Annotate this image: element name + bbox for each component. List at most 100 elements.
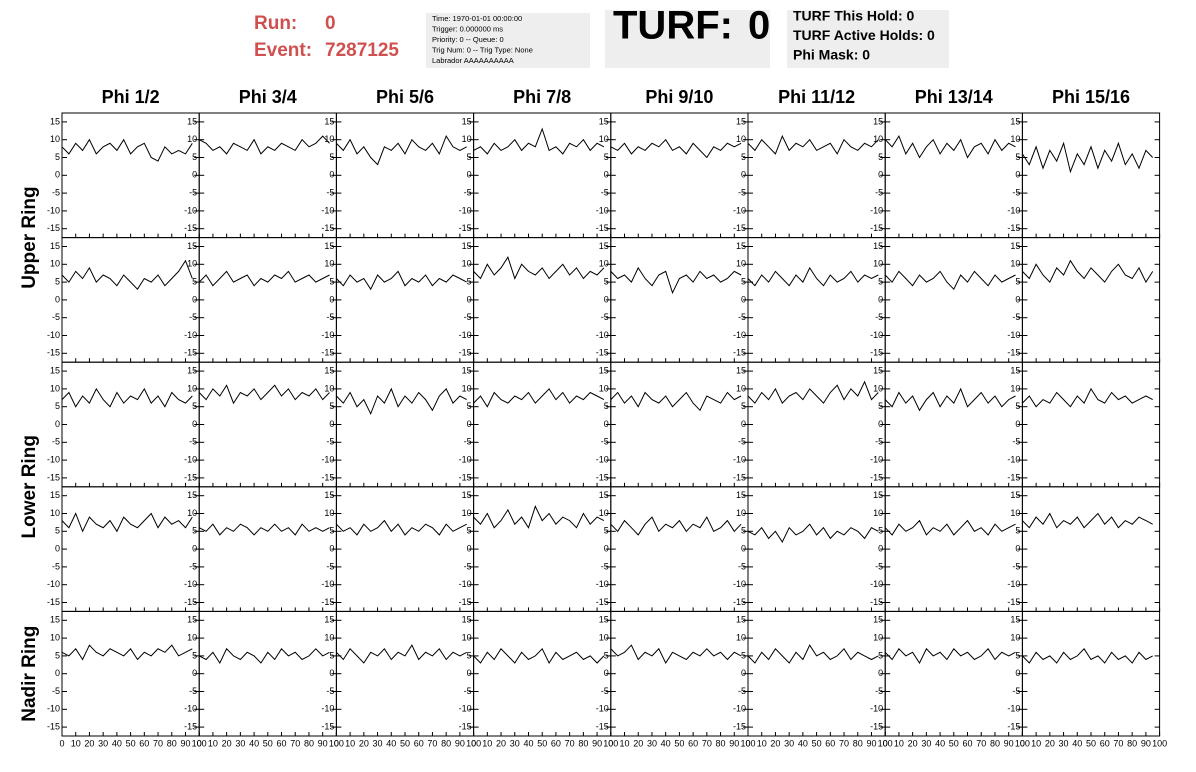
y-tick-label: 15 (462, 116, 472, 126)
y-tick-label: -15 (321, 223, 334, 233)
y-tick-label: 0 (467, 543, 472, 553)
y-tick-label: -5 (189, 437, 197, 447)
y-tick-label: 0 (878, 294, 883, 304)
panel-frame (473, 486, 612, 612)
y-tick-label: 15 (1010, 116, 1020, 126)
y-tick-label: 0 (192, 419, 197, 429)
x-tick-label: 50 (537, 738, 547, 748)
y-tick-label: -10 (733, 579, 746, 589)
x-tick-label: 0 (1020, 738, 1025, 748)
y-tick-label: 10 (1010, 383, 1020, 393)
y-tick-label: 5 (55, 152, 60, 162)
y-tick-label: 10 (50, 259, 60, 269)
x-tick-label: 0 (334, 738, 339, 748)
y-tick-label: 5 (329, 276, 334, 286)
waveform (198, 270, 330, 287)
y-tick-label: 15 (1010, 365, 1020, 375)
x-tick-label: 40 (523, 738, 533, 748)
y-tick-label: 0 (467, 419, 472, 429)
y-tick-label: -5 (189, 561, 197, 571)
waveform (336, 387, 467, 416)
y-tick-label: -5 (52, 561, 60, 571)
x-tick-label: 60 (825, 738, 835, 748)
y-tick-label: -5 (189, 187, 197, 197)
waveform (610, 266, 742, 295)
y-tick-label: -15 (596, 721, 609, 731)
y-tick-label: 5 (329, 152, 334, 162)
y-tick-label: -10 (459, 330, 472, 340)
y-tick-label: 10 (462, 134, 472, 144)
y-tick-label: 10 (462, 508, 472, 518)
waveform (198, 384, 330, 405)
x-tick-label: 40 (935, 738, 945, 748)
panel-frame (884, 361, 1023, 488)
panel-frame (884, 610, 1023, 737)
run-value: 0 (325, 13, 336, 34)
y-tick-label: -10 (47, 330, 60, 340)
y-tick-label: 5 (878, 276, 883, 286)
x-tick-label: 100 (329, 738, 344, 748)
x-tick-label: 60 (551, 738, 561, 748)
y-tick-label: 5 (604, 401, 609, 411)
x-tick-label: 40 (661, 738, 671, 748)
info-line: Time: 1970-01-01 00:00:00 (432, 14, 522, 23)
y-tick-label: -10 (184, 205, 197, 215)
y-tick-label: 5 (55, 401, 60, 411)
waveform (473, 388, 605, 408)
y-tick-label: -5 (464, 187, 472, 197)
y-tick-label: 0 (878, 170, 883, 180)
x-tick-label: 10 (71, 738, 81, 748)
y-tick-label: 5 (878, 526, 883, 536)
info-line: Labrador AAAAAAAAAA (432, 56, 514, 65)
y-tick-label: 10 (873, 632, 883, 642)
y-tick-label: -10 (870, 330, 883, 340)
y-tick-label: 10 (462, 632, 472, 642)
y-tick-label: -15 (596, 597, 609, 607)
y-tick-label: -15 (321, 597, 334, 607)
panel-frame (747, 237, 886, 363)
y-tick-label: 10 (187, 383, 197, 393)
y-tick-label: 15 (873, 241, 883, 251)
y-tick-label: -10 (321, 579, 334, 589)
waveform (336, 519, 467, 536)
y-tick-label: -5 (464, 561, 472, 571)
waveform (610, 644, 742, 665)
y-tick-label: -5 (875, 187, 883, 197)
y-tick-label: -5 (52, 437, 60, 447)
x-tick-label: 90 (866, 738, 876, 748)
waveform (747, 380, 879, 404)
x-tick-label: 100 (603, 738, 618, 748)
turf-info-line: TURF Active Holds: 0 (793, 27, 935, 43)
x-tick-label: 60 (414, 738, 424, 748)
y-tick-label: 15 (873, 365, 883, 375)
x-tick-label: 100 (192, 738, 207, 748)
y-tick-label: -10 (321, 205, 334, 215)
y-tick-label: 15 (187, 490, 197, 500)
y-tick-label: 10 (1010, 259, 1020, 269)
y-tick-label: -5 (464, 686, 472, 696)
y-tick-label: -15 (733, 348, 746, 358)
y-tick-label: 5 (1015, 152, 1020, 162)
y-tick-label: 10 (187, 259, 197, 269)
waveform (747, 266, 879, 287)
panel-frame (335, 361, 475, 488)
y-tick-label: 5 (467, 650, 472, 660)
waveform (198, 647, 330, 665)
y-tick-label: -15 (459, 348, 472, 358)
panel-frame (1021, 361, 1161, 488)
y-tick-label: -10 (596, 330, 609, 340)
panel-frame (473, 361, 612, 488)
x-tick-label: 0 (745, 738, 750, 748)
panel-frame (473, 610, 612, 737)
y-tick-label: 5 (741, 276, 746, 286)
x-tick-label: 70 (565, 738, 575, 748)
y-tick-label: 0 (329, 668, 334, 678)
ring-label: Nadir Ring (19, 626, 40, 722)
y-tick-label: 0 (467, 294, 472, 304)
panel-frame (61, 486, 200, 612)
y-tick-label: -5 (326, 187, 334, 197)
waveform (1022, 512, 1153, 529)
y-tick-label: 5 (55, 276, 60, 286)
y-tick-label: 5 (192, 152, 197, 162)
column-title: Phi 3/4 (239, 87, 297, 107)
